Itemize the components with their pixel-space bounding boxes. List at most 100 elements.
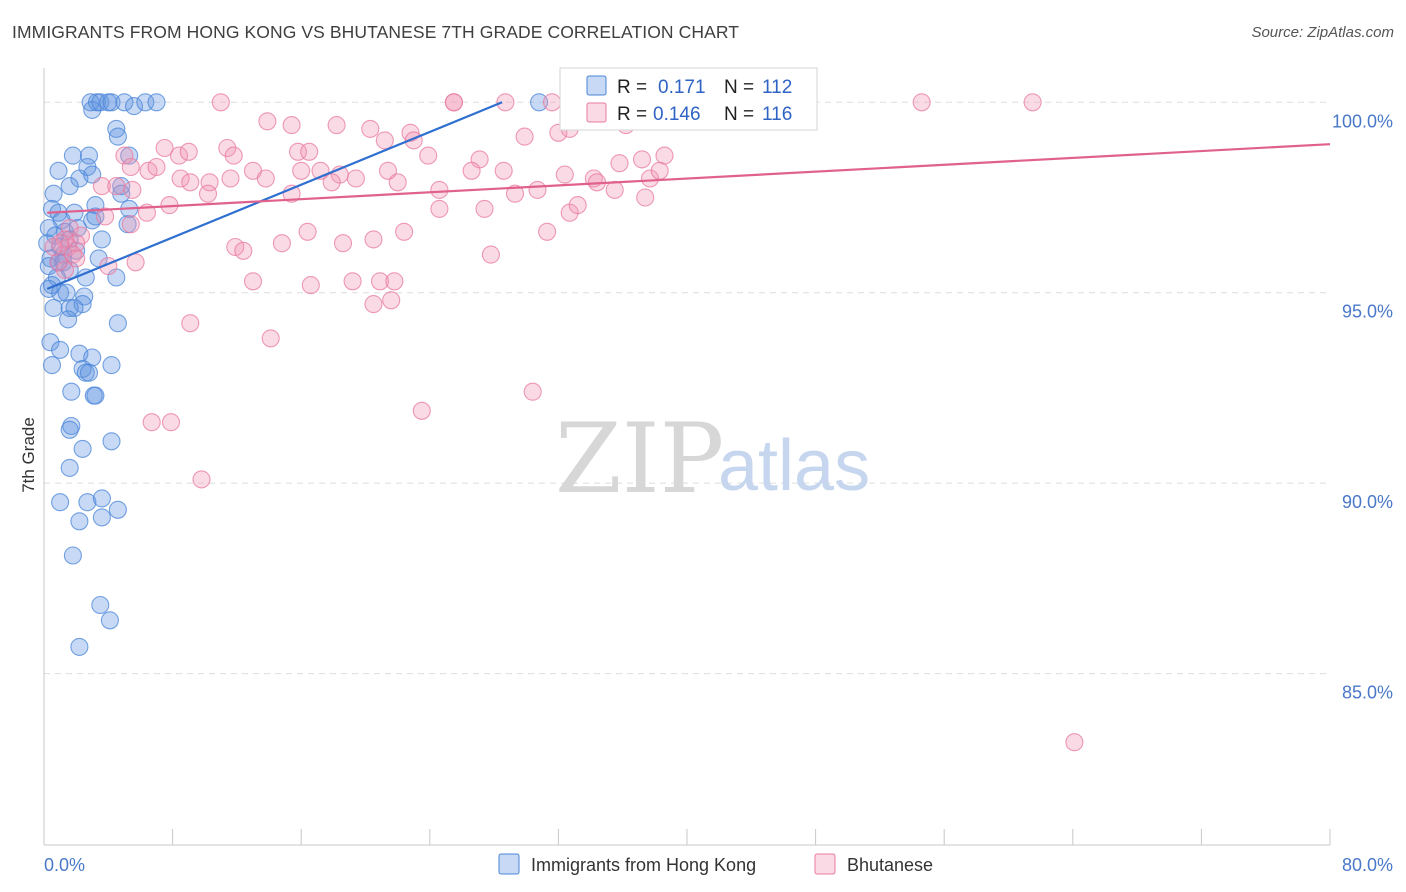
watermark: ZIP atlas: [555, 403, 870, 515]
chart-title: IMMIGRANTS FROM HONG KONG VS BHUTANESE 7…: [12, 22, 740, 42]
point-bhutanese: [221, 169, 240, 188]
point-bhutanese: [430, 199, 449, 218]
point-hong-kong: [75, 287, 94, 306]
point-bhutanese: [419, 146, 438, 165]
point-bhutanese: [327, 116, 346, 135]
stats-r-label-bhutanese: R =: [617, 104, 647, 125]
point-hong-kong: [59, 310, 78, 329]
point-bhutanese: [364, 230, 383, 249]
point-bhutanese: [126, 253, 145, 272]
stats-r-value-hong-kong: 0.171: [658, 77, 706, 98]
point-hong-kong: [41, 333, 60, 352]
point-hong-kong: [70, 512, 89, 531]
point-bhutanese: [261, 329, 280, 348]
series-legend: Immigrants from Hong Kong Bhutanese: [498, 853, 933, 875]
point-hong-kong: [530, 93, 549, 112]
point-bhutanese: [256, 169, 275, 188]
point-hong-kong: [124, 97, 144, 116]
stats-swatch-bhutanese: [586, 102, 607, 123]
point-bhutanese: [395, 222, 414, 241]
point-bhutanese: [123, 180, 142, 199]
point-hong-kong: [91, 595, 110, 615]
point-bhutanese: [55, 260, 74, 279]
point-bhutanese: [115, 146, 134, 165]
point-hong-kong: [108, 314, 127, 333]
point-hong-kong: [63, 146, 82, 165]
point-bhutanese: [610, 154, 629, 173]
point-hong-kong: [102, 93, 121, 112]
point-bhutanese: [412, 401, 431, 420]
point-hong-kong: [86, 207, 105, 226]
stats-legend: R = 0.171 N = 112 R = 0.146 N = 116: [559, 67, 818, 131]
legend-label-bhutanese: Bhutanese: [847, 855, 933, 875]
point-bhutanese: [121, 157, 140, 177]
x-tick-label: 0.0%: [44, 855, 85, 875]
trend-lines: [46, 101, 1331, 290]
point-hong-kong: [107, 119, 126, 138]
point-bhutanese: [538, 222, 557, 241]
point-bhutanese: [147, 157, 166, 177]
point-hong-kong: [70, 637, 89, 656]
point-hong-kong: [42, 356, 62, 375]
point-hong-kong: [51, 340, 70, 359]
point-bhutanese: [364, 295, 383, 314]
point-hong-kong: [108, 500, 127, 519]
point-bhutanese: [496, 93, 515, 112]
point-bhutanese: [632, 150, 652, 169]
point-bhutanese: [121, 215, 140, 234]
point-bhutanese: [361, 119, 380, 138]
point-bhutanese: [258, 112, 277, 131]
point-hong-kong: [112, 177, 131, 196]
point-bhutanese: [192, 470, 211, 489]
point-bhutanese: [292, 161, 311, 180]
point-hong-kong: [60, 458, 79, 477]
point-hong-kong: [102, 356, 121, 375]
point-hong-kong: [108, 127, 127, 146]
point-hong-kong: [100, 611, 119, 630]
point-bhutanese: [655, 146, 674, 165]
point-bhutanese: [243, 272, 263, 291]
x-tick-label: 80.0%: [1342, 855, 1393, 875]
point-bhutanese: [370, 272, 390, 291]
point-hong-kong: [92, 508, 111, 527]
data-points: [38, 93, 1084, 752]
point-bhutanese: [224, 146, 243, 165]
legend-label-hong-kong: Immigrants from Hong Kong: [531, 855, 756, 875]
point-bhutanese: [640, 169, 660, 188]
point-bhutanese: [523, 382, 542, 401]
point-bhutanese: [912, 93, 931, 112]
point-hong-kong: [60, 420, 79, 439]
y-tick-label: 90.0%: [1342, 492, 1393, 512]
point-bhutanese: [44, 237, 63, 257]
point-bhutanese: [179, 142, 198, 161]
point-bhutanese: [155, 138, 174, 158]
point-bhutanese: [462, 161, 481, 180]
y-tick-label: 85.0%: [1342, 683, 1393, 703]
point-hong-kong: [120, 146, 139, 165]
point-bhutanese: [636, 188, 655, 207]
stats-n-label-bhutanese: N =: [724, 104, 754, 125]
point-hong-kong: [63, 546, 82, 565]
trend-line-bhutanese: [47, 143, 1331, 214]
point-bhutanese: [385, 272, 404, 291]
point-bhutanese: [505, 184, 525, 203]
point-bhutanese: [200, 173, 219, 192]
point-bhutanese: [298, 222, 317, 241]
point-hong-kong: [147, 93, 166, 112]
point-bhutanese: [333, 234, 353, 253]
stats-r-value-bhutanese: 0.146: [653, 104, 701, 125]
point-hong-kong: [73, 439, 92, 458]
point-hong-kong: [79, 146, 99, 165]
point-bhutanese: [444, 93, 463, 112]
point-bhutanese: [494, 161, 513, 180]
point-bhutanese: [322, 173, 341, 192]
point-hong-kong: [92, 489, 111, 508]
stats-legend-box: [559, 67, 818, 131]
stats-n-label-hong-kong: N =: [724, 77, 754, 98]
point-bhutanese: [142, 413, 161, 432]
stats-swatch-hong-kong: [586, 75, 607, 96]
source-credit: Source: ZipAtlas.com: [1251, 24, 1394, 41]
watermark-atlas: atlas: [718, 426, 870, 506]
legend-swatch-bhutanese: [814, 853, 836, 875]
y-tick-label: 100.0%: [1332, 111, 1393, 131]
